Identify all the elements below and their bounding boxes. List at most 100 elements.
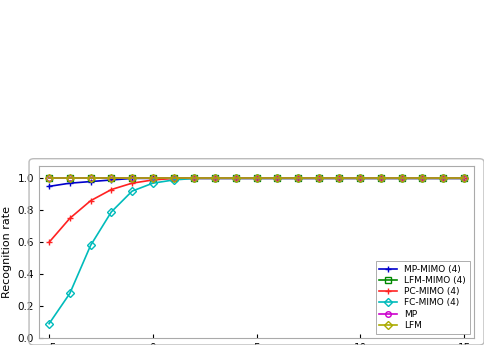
PC-MIMO (4)	[129, 181, 135, 185]
LFM	[357, 176, 363, 180]
LFM	[336, 176, 342, 180]
MP-MIMO (4)	[129, 176, 135, 180]
PC-MIMO (4)	[336, 176, 342, 180]
LFM	[461, 176, 467, 180]
LFM-MIMO (4)	[440, 176, 446, 180]
Line: LFM-MIMO (4): LFM-MIMO (4)	[46, 176, 467, 181]
MP-MIMO (4)	[440, 176, 446, 180]
MP-MIMO (4)	[88, 179, 93, 184]
MP	[46, 176, 52, 180]
Legend: MP-MIMO (4), LFM-MIMO (4), PC-MIMO (4), FC-MIMO (4), MP, LFM: MP-MIMO (4), LFM-MIMO (4), PC-MIMO (4), …	[376, 261, 470, 334]
LFM-MIMO (4)	[336, 176, 342, 180]
LFM	[67, 176, 73, 180]
PC-MIMO (4)	[378, 176, 384, 180]
LFM	[46, 176, 52, 180]
MP-MIMO (4)	[108, 178, 114, 182]
LFM	[212, 176, 218, 180]
LFM-MIMO (4)	[399, 176, 405, 180]
FC-MIMO (4)	[129, 189, 135, 193]
Line: FC-MIMO (4): FC-MIMO (4)	[46, 176, 467, 326]
PC-MIMO (4)	[399, 176, 405, 180]
FC-MIMO (4)	[336, 176, 342, 180]
FC-MIMO (4)	[212, 176, 218, 180]
MP-MIMO (4)	[295, 176, 301, 180]
LFM-MIMO (4)	[150, 176, 156, 180]
FC-MIMO (4)	[357, 176, 363, 180]
LFM-MIMO (4)	[357, 176, 363, 180]
MP	[316, 176, 322, 180]
FC-MIMO (4)	[88, 243, 93, 247]
Y-axis label: Recognition rate: Recognition rate	[2, 206, 12, 298]
FC-MIMO (4)	[420, 176, 425, 180]
LFM-MIMO (4)	[212, 176, 218, 180]
LFM-MIMO (4)	[316, 176, 322, 180]
MP	[399, 176, 405, 180]
FC-MIMO (4)	[171, 178, 177, 182]
LFM-MIMO (4)	[420, 176, 425, 180]
MP-MIMO (4)	[191, 176, 197, 180]
MP-MIMO (4)	[233, 176, 239, 180]
LFM	[150, 176, 156, 180]
LFM	[171, 176, 177, 180]
PC-MIMO (4)	[316, 176, 322, 180]
MP-MIMO (4)	[46, 184, 52, 188]
PC-MIMO (4)	[212, 176, 218, 180]
PC-MIMO (4)	[254, 176, 259, 180]
MP-MIMO (4)	[316, 176, 322, 180]
PC-MIMO (4)	[150, 178, 156, 182]
LFM	[295, 176, 301, 180]
MP	[88, 176, 93, 180]
PC-MIMO (4)	[420, 176, 425, 180]
PC-MIMO (4)	[274, 176, 280, 180]
MP	[357, 176, 363, 180]
MP	[108, 176, 114, 180]
MP-MIMO (4)	[336, 176, 342, 180]
MP	[420, 176, 425, 180]
Line: LFM: LFM	[46, 176, 467, 181]
LFM-MIMO (4)	[191, 176, 197, 180]
LFM	[399, 176, 405, 180]
LFM	[233, 176, 239, 180]
MP-MIMO (4)	[171, 176, 177, 180]
LFM	[316, 176, 322, 180]
LFM-MIMO (4)	[67, 176, 73, 180]
FC-MIMO (4)	[254, 176, 259, 180]
PC-MIMO (4)	[46, 240, 52, 244]
LFM	[274, 176, 280, 180]
PC-MIMO (4)	[440, 176, 446, 180]
LFM-MIMO (4)	[378, 176, 384, 180]
MP	[233, 176, 239, 180]
LFM	[254, 176, 259, 180]
FC-MIMO (4)	[233, 176, 239, 180]
LFM-MIMO (4)	[254, 176, 259, 180]
FC-MIMO (4)	[316, 176, 322, 180]
LFM	[88, 176, 93, 180]
PC-MIMO (4)	[108, 187, 114, 191]
MP-MIMO (4)	[461, 176, 467, 180]
LFM	[420, 176, 425, 180]
MP	[171, 176, 177, 180]
MP	[440, 176, 446, 180]
PC-MIMO (4)	[191, 176, 197, 180]
FC-MIMO (4)	[108, 210, 114, 214]
FC-MIMO (4)	[274, 176, 280, 180]
FC-MIMO (4)	[191, 176, 197, 180]
PC-MIMO (4)	[357, 176, 363, 180]
LFM-MIMO (4)	[46, 176, 52, 180]
LFM	[191, 176, 197, 180]
LFM	[440, 176, 446, 180]
LFM	[378, 176, 384, 180]
MP	[254, 176, 259, 180]
PC-MIMO (4)	[233, 176, 239, 180]
MP	[336, 176, 342, 180]
MP-MIMO (4)	[212, 176, 218, 180]
LFM-MIMO (4)	[129, 176, 135, 180]
LFM-MIMO (4)	[461, 176, 467, 180]
MP	[67, 176, 73, 180]
FC-MIMO (4)	[399, 176, 405, 180]
PC-MIMO (4)	[88, 199, 93, 203]
MP-MIMO (4)	[67, 181, 73, 185]
FC-MIMO (4)	[150, 181, 156, 185]
MP-MIMO (4)	[399, 176, 405, 180]
MP	[461, 176, 467, 180]
